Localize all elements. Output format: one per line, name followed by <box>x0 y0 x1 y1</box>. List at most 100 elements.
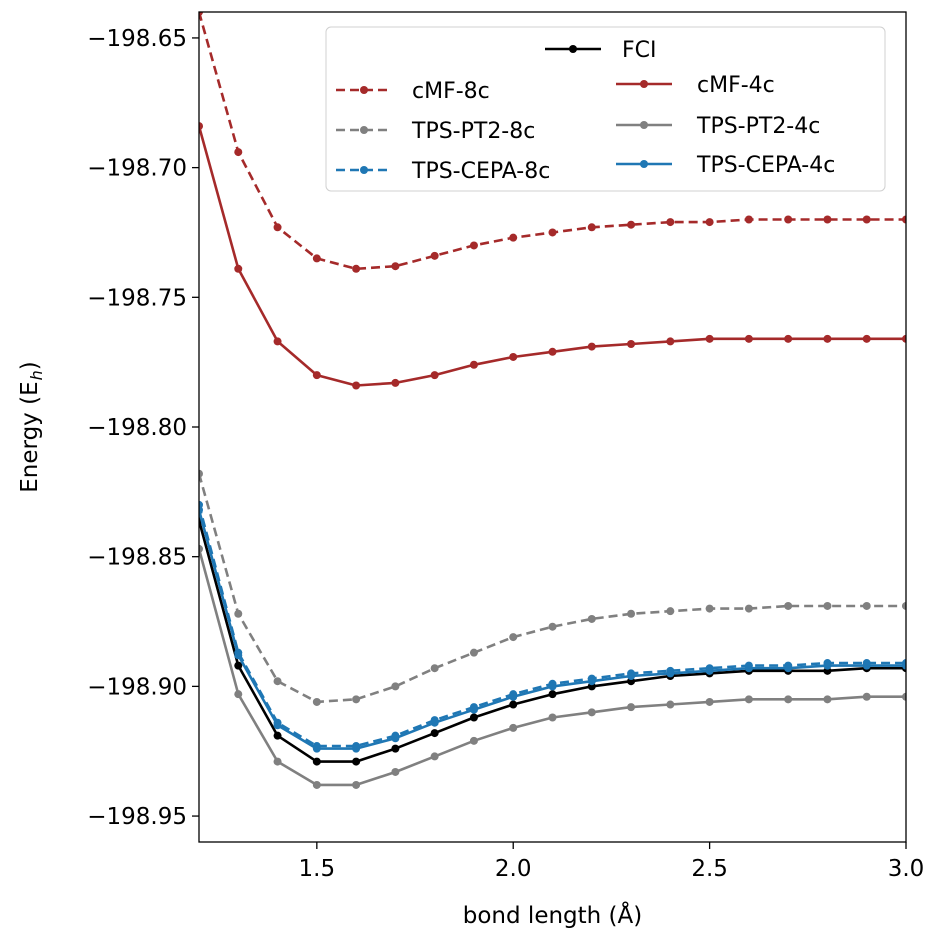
data-point <box>627 609 636 618</box>
data-point <box>352 695 361 704</box>
legend-entry: TPS-CEPA-4c <box>616 153 835 178</box>
x-axis-title: bond length (Å) <box>463 901 642 929</box>
legend-entry: FCI <box>545 38 657 63</box>
legend-label: TPS-CEPA-4c <box>696 153 835 178</box>
series-FCI <box>199 516 906 766</box>
y-axis: −198.65 −198.70 −198.75 −198.80 −198.85 −198.… <box>87 26 199 830</box>
data-point <box>234 690 243 699</box>
data-point <box>902 661 906 670</box>
data-point <box>430 371 439 380</box>
legend-marker <box>640 121 648 129</box>
data-point <box>391 262 400 271</box>
data-point <box>199 122 203 131</box>
data-point <box>587 614 596 623</box>
y-tick-label: −198.75 <box>87 285 187 311</box>
data-point <box>469 705 478 714</box>
data-point <box>823 661 832 670</box>
y-tick-label: −198.90 <box>87 674 187 700</box>
data-point <box>234 661 243 670</box>
data-point <box>352 744 361 753</box>
data-point <box>902 601 906 610</box>
data-point <box>862 601 871 610</box>
legend-label: cMF-4c <box>697 73 775 98</box>
data-point <box>273 223 282 232</box>
data-point <box>705 697 714 706</box>
data-point <box>744 695 753 704</box>
y-tick-label: −198.80 <box>87 415 187 441</box>
x-tick-label: 2.5 <box>691 856 728 882</box>
x-axis: 1.5 2.0 2.5 3.0 <box>299 842 925 882</box>
data-point <box>391 744 400 753</box>
data-point <box>784 334 793 343</box>
data-point <box>430 718 439 727</box>
data-point <box>902 334 906 343</box>
data-point <box>705 218 714 227</box>
data-point <box>199 12 203 16</box>
data-point <box>862 692 871 701</box>
data-point <box>548 713 557 722</box>
data-point <box>666 700 675 709</box>
data-point <box>352 264 361 273</box>
legend-label: TPS-PT2-8c <box>411 119 535 144</box>
data-point <box>509 723 518 732</box>
data-point <box>352 381 361 390</box>
data-point <box>509 692 518 701</box>
data-point <box>744 334 753 343</box>
data-point <box>587 708 596 717</box>
data-point <box>391 378 400 387</box>
series-layer <box>199 12 906 789</box>
y-tick-label: −198.85 <box>87 545 187 571</box>
data-point <box>469 360 478 369</box>
legend-box <box>325 26 886 192</box>
y-tick-label: −198.95 <box>87 804 187 830</box>
data-point <box>352 780 361 789</box>
data-point <box>430 729 439 738</box>
data-point <box>587 223 596 232</box>
data-point <box>744 604 753 613</box>
data-point <box>666 669 675 678</box>
data-point <box>352 757 361 766</box>
series-cMF-4c <box>199 122 906 390</box>
data-point <box>548 622 557 631</box>
x-tick-label: 3.0 <box>888 856 925 882</box>
legend-marker <box>640 160 648 168</box>
series-TPS-CEPA-4c <box>199 506 906 753</box>
legend: FCI cMF-8c TPS-PT2-8c TPS-CEPA-8c cMF-4c TPS-… <box>325 26 886 192</box>
data-point <box>234 651 243 660</box>
data-point <box>548 682 557 691</box>
data-point <box>391 682 400 691</box>
data-point <box>784 664 793 673</box>
data-point <box>823 601 832 610</box>
data-point <box>312 744 321 753</box>
data-point <box>666 607 675 616</box>
data-point <box>902 692 906 701</box>
data-point <box>784 215 793 224</box>
data-point <box>312 371 321 380</box>
legend-label: TPS-PT2-4c <box>696 114 820 139</box>
data-point <box>469 648 478 657</box>
series-TPS-PT2-4c <box>199 544 906 789</box>
data-point <box>627 340 636 348</box>
data-point <box>705 604 714 613</box>
data-point <box>862 215 871 224</box>
data-point <box>627 220 636 229</box>
data-point <box>430 752 439 761</box>
x-tick-label: 2.0 <box>495 856 532 882</box>
data-point <box>823 695 832 704</box>
data-point <box>587 342 596 351</box>
data-point <box>548 228 557 237</box>
data-point <box>784 695 793 704</box>
legend-marker <box>360 86 368 94</box>
y-tick-label: −198.70 <box>87 156 187 182</box>
data-point <box>902 215 906 224</box>
data-point <box>391 734 400 743</box>
legend-entry: TPS-CEPA-8c <box>336 159 550 184</box>
data-point <box>784 601 793 610</box>
data-point <box>627 672 636 680</box>
data-point <box>548 690 557 699</box>
data-point <box>391 767 400 776</box>
legend-entry: cMF-8c <box>336 79 490 104</box>
data-point <box>312 780 321 789</box>
data-point <box>234 148 243 157</box>
